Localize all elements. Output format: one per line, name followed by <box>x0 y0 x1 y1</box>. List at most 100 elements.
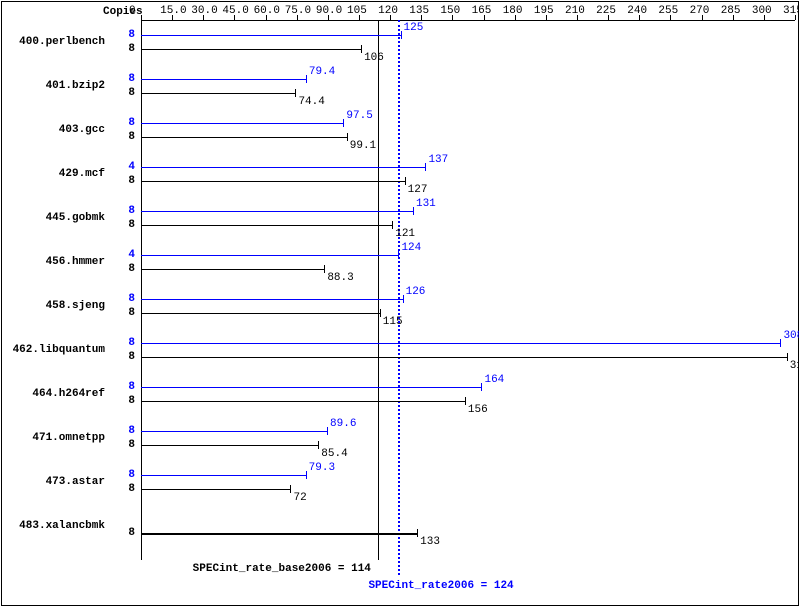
base-copies-label: 8 <box>0 527 135 539</box>
base-value-label: 121 <box>395 228 415 240</box>
peak-bar-cap <box>398 251 399 259</box>
base-value-label: 74.4 <box>298 96 324 108</box>
peak-bar-cap <box>403 295 404 303</box>
base-bar-cap <box>361 45 362 53</box>
axis-tick-label: 255 <box>658 5 678 17</box>
base-copies-label: 8 <box>0 263 135 275</box>
peak-bar-cap <box>306 471 307 479</box>
copies-title: Copies <box>103 6 143 18</box>
base-bar-cap <box>290 485 291 493</box>
axis-tick-label: 45.0 <box>222 5 248 17</box>
axis-tick-label: 210 <box>565 5 585 17</box>
base-value-label: 127 <box>408 184 428 196</box>
base-copies-label: 8 <box>0 483 135 495</box>
base-value-label: 311 <box>790 360 799 372</box>
peak-bar-cap <box>343 119 344 127</box>
axis-tick-label: 240 <box>627 5 647 17</box>
peak-bar-cap <box>327 427 328 435</box>
peak-copies-label: 4 <box>0 249 135 261</box>
base-value-label: 99.1 <box>350 140 376 152</box>
peak-bar <box>141 123 343 124</box>
base-value-label: 106 <box>364 52 384 64</box>
spec-rate-chart: Copies015.030.045.060.075.090.0105120135… <box>0 0 799 606</box>
base-bar-cap <box>405 177 406 185</box>
base-bar <box>141 357 787 358</box>
base-bar <box>141 137 347 138</box>
peak-bar-cap <box>306 75 307 83</box>
peak-bar <box>141 35 401 36</box>
axis-tick-label: 75.0 <box>285 5 311 17</box>
axis-tick-label: 120 <box>378 5 398 17</box>
axis-tick-label: 15.0 <box>160 5 186 17</box>
peak-value-label: 137 <box>428 154 448 166</box>
base-bar-cap <box>324 265 325 273</box>
peak-copies-label: 8 <box>0 117 135 129</box>
axis-tick-label: 60.0 <box>254 5 280 17</box>
base-bar <box>141 269 324 270</box>
base-reference-line <box>378 20 379 560</box>
axis-tick-label: 270 <box>690 5 710 17</box>
base-bar-cap <box>318 441 319 449</box>
base-bar-cap <box>417 529 418 537</box>
peak-copies-label: 8 <box>0 205 135 217</box>
peak-copies-label: 8 <box>0 425 135 437</box>
base-value-label: 72 <box>293 492 306 504</box>
peak-bar <box>141 211 413 212</box>
peak-bar-cap <box>413 207 414 215</box>
base-copies-label: 8 <box>0 175 135 187</box>
peak-bar <box>141 167 425 168</box>
peak-copies-label: 4 <box>0 161 135 173</box>
peak-bar <box>141 79 306 80</box>
base-bar <box>141 49 361 50</box>
y-axis-line <box>141 20 142 560</box>
axis-tick-label: 180 <box>503 5 523 17</box>
base-bar-cap <box>465 397 466 405</box>
peak-bar-cap <box>425 163 426 171</box>
base-value-label: 156 <box>468 404 488 416</box>
peak-bar <box>141 431 327 432</box>
peak-reference-line <box>398 20 400 575</box>
base-copies-label: 8 <box>0 131 135 143</box>
base-copies-label: 8 <box>0 439 135 451</box>
axis-tick-label: 195 <box>534 5 554 17</box>
peak-copies-label: 8 <box>0 29 135 41</box>
axis-tick-label: 105 <box>347 5 367 17</box>
base-copies-label: 8 <box>0 351 135 363</box>
peak-value-label: 164 <box>484 374 504 386</box>
peak-value-label: 97.5 <box>346 110 372 122</box>
peak-copies-label: 8 <box>0 381 135 393</box>
peak-bar <box>141 299 403 300</box>
base-value-label: 133 <box>420 536 440 548</box>
base-bar-cap <box>787 353 788 361</box>
peak-summary-label: SPECint_rate2006 = 124 <box>368 580 513 592</box>
peak-bar-cap <box>481 383 482 391</box>
base-bar <box>141 181 405 182</box>
base-bar <box>141 445 318 446</box>
base-bar <box>141 533 417 535</box>
peak-copies-label: 8 <box>0 293 135 305</box>
peak-copies-label: 8 <box>0 73 135 85</box>
peak-copies-label: 8 <box>0 469 135 481</box>
peak-bar-cap <box>401 31 402 39</box>
base-copies-label: 8 <box>0 395 135 407</box>
peak-bar <box>141 475 306 476</box>
peak-value-label: 79.3 <box>309 462 335 474</box>
axis-tick-label: 315 <box>783 5 799 17</box>
base-bar <box>141 313 380 314</box>
base-bar-cap <box>380 309 381 317</box>
axis-tick-label: 90.0 <box>316 5 342 17</box>
axis-tick-label: 165 <box>472 5 492 17</box>
base-bar <box>141 93 295 94</box>
axis-tick-label: 150 <box>440 5 460 17</box>
peak-bar-cap <box>780 339 781 347</box>
peak-value-label: 89.6 <box>330 418 356 430</box>
axis-tick-label: 300 <box>752 5 772 17</box>
peak-value-label: 79.4 <box>309 66 335 78</box>
peak-value-label: 308 <box>783 330 799 342</box>
base-bar <box>141 401 465 402</box>
axis-tick-label: 0 <box>129 5 136 17</box>
x-axis-line <box>141 20 795 21</box>
base-bar-cap <box>347 133 348 141</box>
base-value-label: 85.4 <box>321 448 347 460</box>
peak-value-label: 124 <box>401 242 421 254</box>
